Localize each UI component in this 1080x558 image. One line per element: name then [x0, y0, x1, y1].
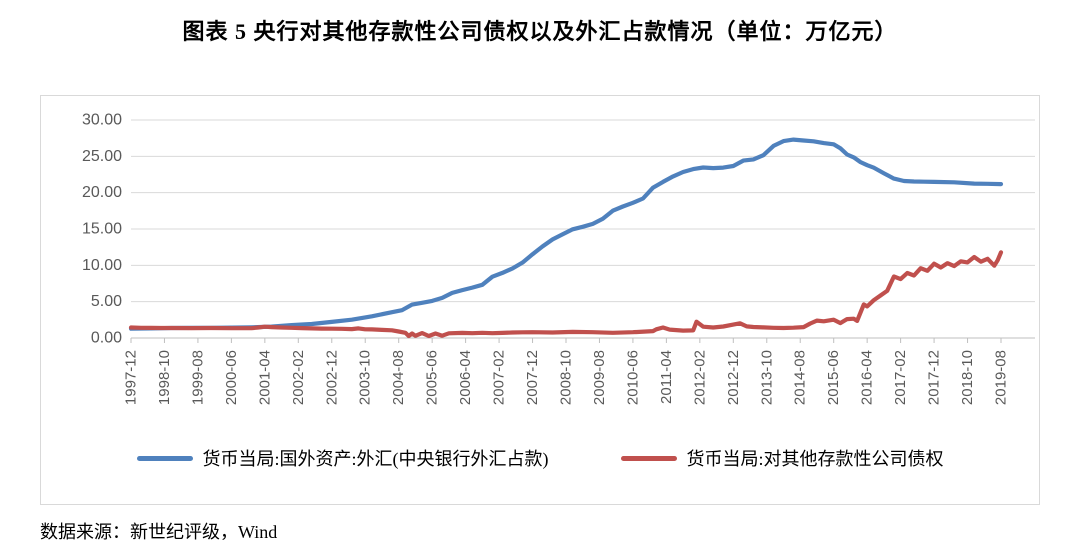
x-tick-label: 2009-08 [591, 350, 608, 405]
figure-title: 图表 5 央行对其他存款性公司债权以及外汇占款情况（单位：万亿元） [182, 19, 898, 44]
x-tick-label: 1998-10 [156, 350, 173, 405]
x-tick-label: 2012-02 [691, 350, 708, 405]
y-tick-label: 15.00 [82, 221, 122, 238]
x-tick-label: 2017-02 [892, 350, 909, 405]
y-tick-label: 30.00 [82, 112, 122, 129]
x-tick-label: 2002-02 [290, 350, 307, 405]
legend-label-claims: 货币当局:对其他存款性公司债权 [686, 449, 944, 469]
y-tick-label: 0.00 [91, 330, 122, 347]
x-tick-label: 2016-04 [859, 350, 876, 405]
fx-series-line [128, 137, 1004, 331]
x-tick-label: 2004-08 [390, 350, 407, 405]
x-tick-label: 2017-12 [926, 350, 943, 405]
legend-item-fx: 货币当局:国外资产:外汇(中央银行外汇占款) [136, 445, 549, 471]
x-tick-label: 2019-08 [993, 350, 1010, 405]
x-tick-label: 2005-06 [424, 350, 441, 405]
y-tick-label: 5.00 [91, 293, 122, 310]
chart-legend: 货币当局:国外资产:外汇(中央银行外汇占款) 货币当局:对其他存款性公司债权 [40, 445, 1040, 471]
x-tick-label: 2006-04 [457, 350, 474, 405]
x-tick-label: 2012-12 [725, 350, 742, 405]
x-tick-label: 1999-08 [189, 350, 206, 405]
x-tick-label: 2015-06 [825, 350, 842, 405]
x-tick-label: 1997-12 [123, 350, 140, 405]
x-tick-label: 2000-06 [223, 350, 240, 405]
claims-series-line [128, 250, 1004, 339]
chart-frame: 0.00 5.00 10.00 15.00 20.00 25.00 30.00 1997-12… [40, 95, 1040, 505]
legend-item-claims: 货币当局:对其他存款性公司债权 [620, 445, 944, 471]
legend-label-fx: 货币当局:国外资产:外汇(中央银行外汇占款) [202, 449, 549, 469]
chart-plot-svg: 0.00 5.00 10.00 15.00 20.00 25.00 30.00 1997-12… [40, 95, 1040, 505]
x-tick-label: 2003-10 [357, 350, 374, 405]
x-tick-label: 2008-10 [558, 350, 575, 405]
y-tick-label: 20.00 [82, 184, 122, 201]
x-tick-label: 2010-06 [624, 350, 641, 405]
x-tick-label: 2002-12 [323, 350, 340, 405]
x-tick-label: 2018-10 [959, 350, 976, 405]
claims-series-line-icon [620, 455, 677, 461]
y-tick-label: 25.00 [82, 148, 122, 165]
y-tick-label: 10.00 [82, 257, 122, 274]
x-tick-label: 2013-10 [758, 350, 775, 405]
x-tick-label: 2007-02 [491, 350, 508, 405]
x-tick-label: 2007-12 [524, 350, 541, 405]
x-tick-label: 2011-04 [658, 350, 675, 404]
x-tick-label: 2001-04 [256, 350, 273, 405]
fx-series-line-icon [136, 455, 193, 461]
x-tick-label: 2014-08 [792, 350, 809, 405]
data-source-note: 数据来源：新世纪评级，Wind [40, 522, 278, 542]
